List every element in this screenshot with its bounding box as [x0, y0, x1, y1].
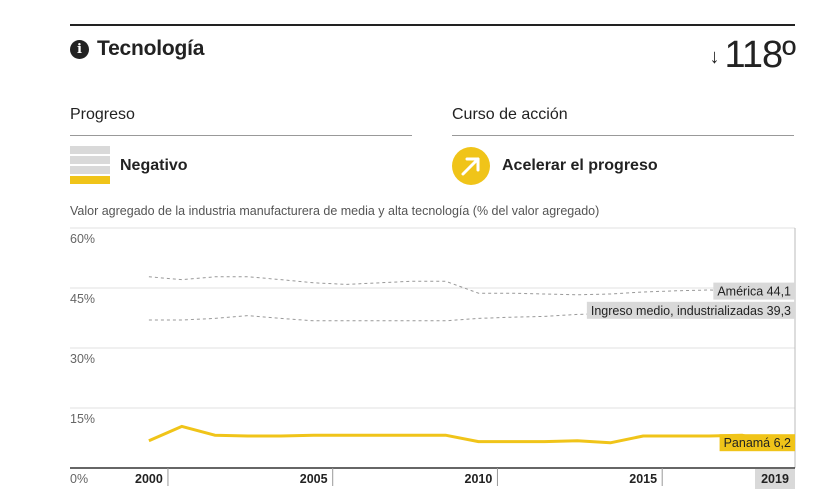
y-tick-label: 30%	[70, 352, 95, 366]
series-end-label: Ingreso medio, industrializadas 39,3	[591, 304, 791, 318]
progress-heading: Progreso	[70, 106, 412, 136]
down-arrow-icon: ↓	[709, 46, 720, 68]
action-heading: Curso de acción	[452, 106, 794, 136]
progress-bar-level-active	[70, 176, 110, 184]
series-end-label: Panamá 6,2	[724, 436, 791, 450]
series-end-label-box	[719, 434, 795, 452]
chart-title: Valor agregado de la industria manufactu…	[70, 204, 600, 218]
progress-value: Negativo	[120, 157, 188, 174]
indicator-title: Tecnología	[97, 37, 205, 60]
y-tick-label: 60%	[70, 232, 95, 246]
y-tick-label: 45%	[70, 292, 95, 306]
x-tick-label: 2000	[135, 472, 163, 486]
rank-badge: ↓ 118º	[709, 34, 796, 77]
progress-value-row: Negativo	[70, 146, 412, 194]
x-tick-label: 2010	[465, 472, 493, 486]
rank-value: 118º	[724, 34, 796, 76]
series-end-label: América 44,1	[717, 285, 791, 299]
series-end-label-box	[713, 282, 795, 300]
series-line-panam-	[148, 424, 776, 445]
progress-bars-icon	[70, 146, 110, 184]
info-circle-icon[interactable]: i	[70, 40, 89, 59]
y-tick-label: 15%	[70, 412, 95, 426]
progress-bar-level	[70, 146, 110, 154]
x-tick-label: 2019	[761, 472, 789, 486]
indicator-header: i Tecnología ↓ 118º	[70, 34, 796, 77]
progress-bar-level	[70, 156, 110, 164]
progress-section: Progreso Negativo	[70, 106, 412, 194]
series-end-label-box	[586, 301, 795, 319]
x-tick-label: 2015	[629, 472, 657, 486]
top-rule	[70, 24, 795, 26]
action-value-row: Acelerar el progreso	[452, 146, 794, 194]
series-line-am-rica	[148, 276, 776, 296]
y-tick-label: 0%	[70, 472, 88, 486]
action-value: Acelerar el progreso	[502, 157, 658, 174]
x-tick-highlight	[755, 469, 795, 489]
progress-bar-level	[70, 166, 110, 174]
x-tick-label: 2005	[300, 472, 328, 486]
accelerate-arrow-icon	[452, 147, 490, 185]
action-section: Curso de acción Acelerar el progreso	[452, 106, 794, 194]
